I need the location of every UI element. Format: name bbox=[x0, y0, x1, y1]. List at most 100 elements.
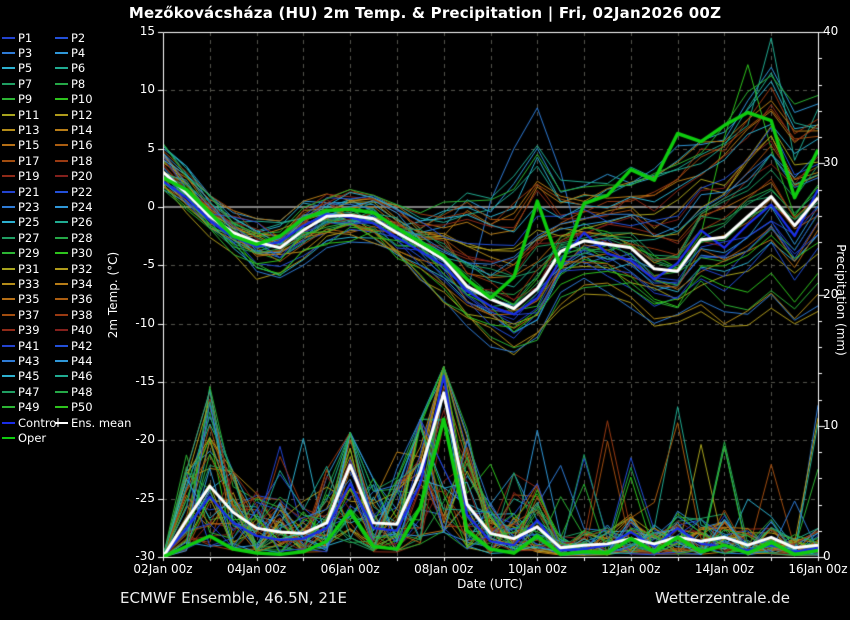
legend-member-P23: P23 bbox=[2, 199, 40, 214]
legend-row: P45 P46 bbox=[0, 369, 160, 384]
legend-member-P26-label: P26 bbox=[71, 215, 93, 230]
legend-member-P6-label: P6 bbox=[71, 61, 86, 76]
legend-member-P29-label: P29 bbox=[18, 246, 40, 261]
temp-axis-tick--25: -25 bbox=[135, 490, 155, 505]
legend-control-swatch bbox=[2, 421, 15, 424]
chart-title: Mezőkovácsháza (HU) 2m Temp. & Precipita… bbox=[128, 4, 722, 22]
legend-member-P27-label: P27 bbox=[18, 230, 40, 245]
legend-member-P7: P7 bbox=[2, 76, 32, 91]
legend-row: P39 P40 bbox=[0, 323, 160, 338]
legend-member-P32-label: P32 bbox=[71, 261, 93, 276]
legend-row: P9 P10 bbox=[0, 92, 160, 107]
legend-member-P40-swatch bbox=[55, 329, 68, 332]
legend-member-P48-swatch bbox=[55, 390, 68, 393]
legend-row: Control Ens. mean bbox=[0, 415, 160, 430]
legend-member-P32-swatch bbox=[55, 267, 68, 270]
legend-member-P14: P14 bbox=[55, 122, 93, 137]
legend-member-P15: P15 bbox=[2, 138, 40, 153]
legend-member-P34-swatch bbox=[55, 282, 68, 285]
precip-axis-tick-0: 0 bbox=[823, 549, 831, 563]
legend-row: P31 P32 bbox=[0, 261, 160, 276]
legend-member-P48-label: P48 bbox=[71, 384, 93, 399]
legend-member-P38: P38 bbox=[55, 307, 93, 322]
legend-member-P5-label: P5 bbox=[18, 61, 33, 76]
legend-member-P36-label: P36 bbox=[71, 292, 93, 307]
legend-member-P35-swatch bbox=[2, 298, 15, 301]
legend-member-P7-label: P7 bbox=[18, 76, 33, 91]
legend-member-P21-label: P21 bbox=[18, 184, 40, 199]
legend-row: P15 P16 bbox=[0, 138, 160, 153]
legend-member-P45-swatch bbox=[2, 375, 15, 378]
legend-member-P44-swatch bbox=[55, 359, 68, 362]
legend-member-P12-label: P12 bbox=[71, 107, 93, 122]
legend-member-P11-label: P11 bbox=[18, 107, 40, 122]
legend-row: P37 P38 bbox=[0, 307, 160, 322]
legend-member-P46-label: P46 bbox=[71, 369, 93, 384]
legend-member-P19-label: P19 bbox=[18, 169, 40, 184]
legend-row: P21 P22 bbox=[0, 184, 160, 199]
legend-row: P43 P44 bbox=[0, 353, 160, 368]
legend-member-P36: P36 bbox=[55, 292, 93, 307]
legend-oper-label: Oper bbox=[18, 430, 47, 445]
ensemble-plot-canvas bbox=[140, 20, 850, 580]
legend-member-P10-label: P10 bbox=[71, 92, 93, 107]
legend-member-P22-swatch bbox=[55, 190, 68, 193]
legend-row: P3 P4 bbox=[0, 45, 160, 60]
legend-member-P6-swatch bbox=[55, 67, 68, 70]
legend-row: P41 P42 bbox=[0, 338, 160, 353]
legend-member-P17: P17 bbox=[2, 153, 40, 168]
legend-row: P1 P2 bbox=[0, 30, 160, 45]
legend-member-P37-swatch bbox=[2, 313, 15, 316]
legend-member-P39-swatch bbox=[2, 329, 15, 332]
ensemble-legend: P1 P2 P3 P4 P5 P6 P7 P8 P9 P10 P11 P12 P13 P14 P15 P16 P… bbox=[0, 0, 160, 620]
legend-member-P20-swatch bbox=[55, 175, 68, 178]
legend-row: P5 P6 bbox=[0, 61, 160, 76]
legend-member-P9-label: P9 bbox=[18, 92, 33, 107]
legend-member-P33: P33 bbox=[2, 276, 40, 291]
legend-ens-mean-swatch bbox=[55, 421, 68, 424]
precip-axis-tick-30: 30 bbox=[823, 155, 839, 170]
legend-row: P7 P8 bbox=[0, 76, 160, 91]
legend-row: P29 P30 bbox=[0, 246, 160, 261]
legend-member-P18-label: P18 bbox=[71, 153, 93, 168]
legend-member-P25-label: P25 bbox=[18, 215, 40, 230]
legend-member-P23-label: P23 bbox=[18, 199, 40, 214]
legend-member-P3-swatch bbox=[2, 51, 15, 54]
temp-axis-tick--5: -5 bbox=[143, 257, 155, 272]
legend-member-P40-label: P40 bbox=[71, 323, 93, 338]
legend-member-P31: P31 bbox=[2, 261, 40, 276]
legend-member-P19-swatch bbox=[2, 175, 15, 178]
legend-member-P46-swatch bbox=[55, 375, 68, 378]
legend-row: P25 P26 bbox=[0, 215, 160, 230]
legend-member-P28: P28 bbox=[55, 230, 93, 245]
legend-row: Oper bbox=[0, 430, 160, 445]
legend-member-P42: P42 bbox=[55, 338, 93, 353]
legend-member-P13: P13 bbox=[2, 122, 40, 137]
legend-member-P27-swatch bbox=[2, 236, 15, 239]
legend-oper-swatch bbox=[2, 436, 15, 439]
legend-member-P11: P11 bbox=[2, 107, 40, 122]
legend-member-P36-swatch bbox=[55, 298, 68, 301]
legend-row: P13 P14 bbox=[0, 122, 160, 137]
legend-member-P45: P45 bbox=[2, 369, 40, 384]
legend-member-P49-swatch bbox=[2, 406, 15, 409]
legend-member-P41: P41 bbox=[2, 338, 40, 353]
legend-member-P31-swatch bbox=[2, 267, 15, 270]
legend-member-P30-label: P30 bbox=[71, 246, 93, 261]
legend-member-P4-swatch bbox=[55, 51, 68, 54]
legend-member-P38-label: P38 bbox=[71, 307, 93, 322]
precip-axis-tick-10: 10 bbox=[823, 417, 839, 432]
legend-member-P3: P3 bbox=[2, 45, 32, 60]
legend-member-P29: P29 bbox=[2, 246, 40, 261]
legend-member-P4-label: P4 bbox=[71, 45, 86, 60]
temp-axis-tick-15: 15 bbox=[139, 24, 155, 38]
legend-member-P16-swatch bbox=[55, 144, 68, 147]
legend-member-P38-swatch bbox=[55, 313, 68, 316]
precip-axis-tick-40: 40 bbox=[823, 24, 839, 38]
date-axis-tick-4: 08Jan 00z bbox=[414, 562, 474, 576]
legend-member-P28-swatch bbox=[55, 236, 68, 239]
legend-member-P18: P18 bbox=[55, 153, 93, 168]
legend-row: P23 P24 bbox=[0, 199, 160, 214]
legend-member-P49-label: P49 bbox=[18, 400, 40, 415]
legend-member-P26: P26 bbox=[55, 215, 93, 230]
